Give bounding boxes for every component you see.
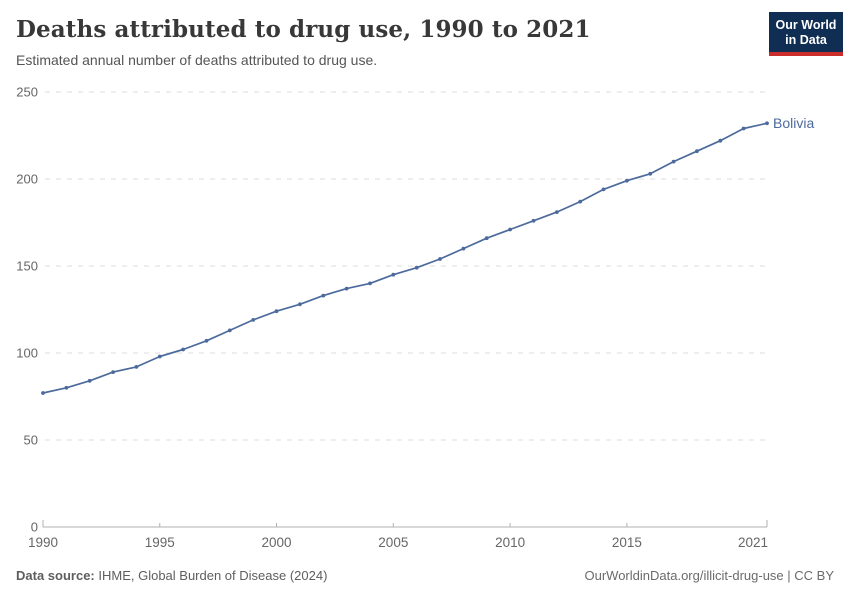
data-point-2017 bbox=[671, 159, 676, 164]
x-tick-label-2000: 2000 bbox=[262, 535, 292, 550]
data-point-2009 bbox=[484, 236, 489, 241]
data-point-2019 bbox=[718, 138, 723, 143]
data-point-2012 bbox=[554, 210, 559, 215]
owid-logo-line1: Our World bbox=[775, 18, 837, 32]
x-tick-label-1995: 1995 bbox=[145, 535, 175, 550]
credit-link[interactable]: OurWorldinData.org/illicit-drug-use | CC… bbox=[584, 568, 835, 583]
data-point-2004 bbox=[368, 281, 372, 286]
y-tick-labels: 0 50 100 150 200 250 bbox=[16, 85, 38, 535]
x-tick-label-2005: 2005 bbox=[378, 535, 408, 550]
chart-title: Deaths attributed to drug use, 1990 to 2… bbox=[16, 16, 591, 43]
x-tick-label-2015: 2015 bbox=[612, 535, 642, 550]
data-point-2016 bbox=[648, 171, 653, 176]
data-point-2010 bbox=[508, 227, 512, 232]
data-point-1991 bbox=[64, 385, 69, 390]
data-point-2000 bbox=[274, 309, 279, 314]
data-point-2021 bbox=[765, 121, 769, 126]
y-gridlines bbox=[45, 91, 767, 441]
data-point-1997 bbox=[204, 338, 209, 343]
data-source: Data source: IHME, Global Burden of Dise… bbox=[16, 568, 327, 583]
data-point-1998 bbox=[227, 328, 232, 333]
data-source-label: Data source: bbox=[16, 568, 95, 583]
data-point-2015 bbox=[625, 178, 629, 183]
owid-logo-line2: in Data bbox=[785, 33, 827, 47]
data-point-2001 bbox=[298, 302, 302, 307]
chart-header: Deaths attributed to drug use, 1990 to 2… bbox=[16, 16, 750, 69]
data-point-1999 bbox=[251, 318, 256, 322]
data-point-2014 bbox=[601, 187, 606, 192]
data-point-2008 bbox=[461, 246, 466, 251]
data-point-2018 bbox=[695, 149, 699, 154]
owid-logo[interactable]: Our World in Data bbox=[769, 12, 843, 56]
x-tick-labels: 1990 1995 2000 2005 2010 2015 2021 bbox=[28, 535, 768, 550]
x-tick-label-2010: 2010 bbox=[495, 535, 525, 550]
series-end-label: Bolivia bbox=[773, 115, 814, 131]
y-tick-label-200: 200 bbox=[16, 172, 38, 187]
data-point-1994 bbox=[134, 365, 139, 369]
data-point-2005 bbox=[391, 272, 396, 277]
data-point-1993 bbox=[111, 370, 115, 374]
data-source-text: IHME, Global Burden of Disease (2024) bbox=[94, 568, 328, 583]
data-point-2006 bbox=[414, 265, 419, 270]
series-bolivia: Bolivia bbox=[41, 115, 814, 395]
data-point-2007 bbox=[438, 257, 442, 261]
data-point-1992 bbox=[87, 378, 92, 383]
x-axis bbox=[42, 520, 768, 528]
data-point-2020 bbox=[741, 126, 746, 131]
data-point-2011 bbox=[531, 218, 536, 223]
y-tick-label-100: 100 bbox=[16, 346, 38, 361]
y-tick-label-250: 250 bbox=[16, 85, 38, 100]
data-point-2002 bbox=[321, 293, 326, 298]
data-line bbox=[42, 122, 768, 394]
x-tick-label-1990: 1990 bbox=[28, 535, 58, 550]
data-point-1996 bbox=[181, 347, 186, 352]
data-point-1990 bbox=[41, 391, 45, 395]
data-point-2003 bbox=[344, 286, 349, 291]
chart-subtitle: Estimated annual number of deaths attrib… bbox=[16, 52, 378, 68]
data-point-2013 bbox=[578, 199, 583, 204]
y-tick-label-50: 50 bbox=[24, 433, 38, 448]
x-tick-label-2021: 2021 bbox=[738, 535, 768, 550]
y-tick-label-0: 0 bbox=[31, 520, 38, 535]
data-point-1995 bbox=[157, 354, 162, 359]
y-tick-label-150: 150 bbox=[16, 259, 38, 274]
chart-footer: Data source: IHME, Global Burden of Dise… bbox=[16, 568, 834, 583]
